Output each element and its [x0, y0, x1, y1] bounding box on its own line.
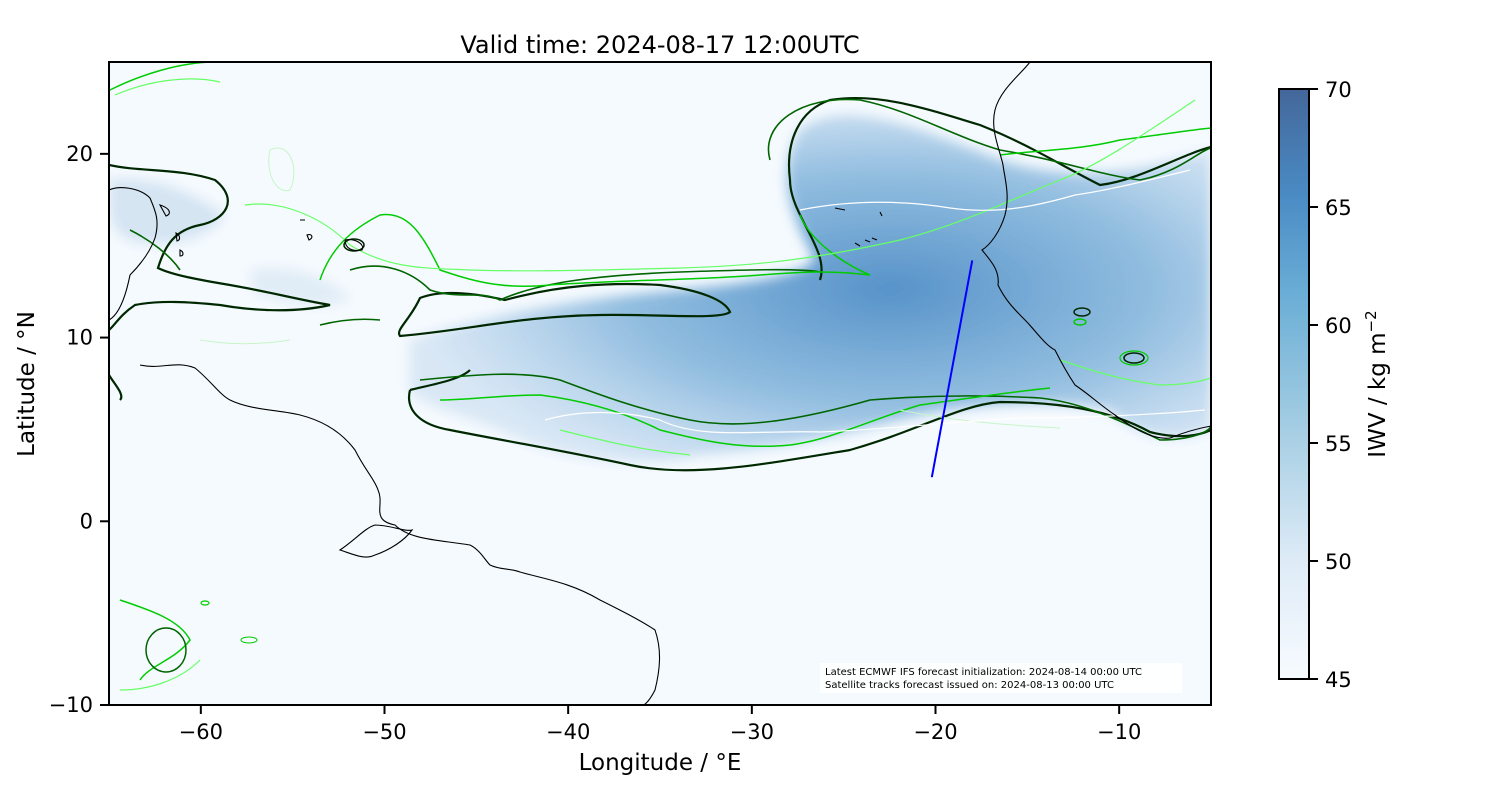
- contour-dark-green-2: [129, 229, 821, 326]
- contour-pale-green: [199, 147, 1061, 429]
- contour-island-4: [1119, 350, 1149, 366]
- colorbar-tick-label: 55: [1325, 432, 1352, 456]
- coastlines: [109, 62, 1211, 705]
- x-tick-label: −10: [1097, 720, 1141, 744]
- x-tick-label: −20: [913, 720, 957, 744]
- contour-island-3: [1123, 352, 1145, 364]
- annotation-box: [820, 663, 1182, 693]
- colorbar-ticks: 45 50 55 60 65 70: [1309, 78, 1352, 692]
- contour-dark-carib: [109, 163, 331, 401]
- colorbar-tick-label: 70: [1325, 78, 1352, 102]
- iwv-plume-west: [109, 179, 225, 244]
- colorbar-label-exponent: −2: [1362, 310, 1380, 332]
- colorbar-gradient: [1278, 88, 1310, 680]
- colorbar: 45 50 55 60 65 70 IWV / kg m−2: [1278, 78, 1391, 692]
- colorbar-tick-label: 65: [1325, 196, 1352, 220]
- x-tick-label: −40: [546, 720, 590, 744]
- colorbar-tick-label: 50: [1325, 550, 1352, 574]
- map-axes: Latest ECMWF IFS forecast initialization…: [109, 62, 1211, 705]
- map-frame: [108, 61, 1212, 706]
- contour-island-2: [1073, 318, 1087, 326]
- annotation-line-1: Latest ECMWF IFS forecast initialization…: [825, 667, 1142, 678]
- coastline-amazon-delta: [338, 524, 414, 558]
- colorbar-tick-label: 60: [1325, 314, 1352, 338]
- y-tick-label: 0: [80, 509, 93, 533]
- coastline-islands: [158, 204, 883, 257]
- contour-island-1: [1073, 307, 1091, 317]
- colorbar-tick-label: 45: [1325, 668, 1352, 692]
- coastline-west-africa: [981, 62, 1211, 439]
- y-axis-ticks: −10 0 10 20: [49, 142, 109, 717]
- y-tick-label: 10: [66, 326, 93, 350]
- colorbar-label: IWV / kg m−2: [1362, 310, 1391, 457]
- annotation-line-2: Satellite tracks forecast issued on: 202…: [825, 680, 1114, 691]
- colorbar-label-main: IWV / kg m: [1365, 332, 1391, 457]
- x-tick-label: −30: [730, 720, 774, 744]
- satellite-track-line: [930, 260, 974, 478]
- iwv-plume-main: [408, 115, 1211, 462]
- forecast-annotation: Latest ECMWF IFS forecast initialization…: [820, 663, 1182, 693]
- iwv-plume-caribbean: [250, 268, 350, 305]
- contour-island-5: [343, 238, 365, 252]
- coastline-yucatan-caribbean: [109, 187, 158, 321]
- contour-bright-green: [109, 62, 1211, 681]
- x-axis-ticks: −60 −50 −40 −30 −20 −10: [179, 705, 1141, 744]
- y-axis-label: Latitude / °N: [14, 311, 40, 457]
- iwv-field: [109, 115, 1211, 462]
- x-tick-label: −60: [179, 720, 223, 744]
- y-tick-label: −10: [49, 693, 93, 717]
- x-axis-label: Longitude / °E: [579, 750, 742, 776]
- contour-island-8: [240, 636, 258, 644]
- contour-island-6: [145, 627, 187, 673]
- y-tick-label: 20: [66, 142, 93, 166]
- contour-light-green: [114, 78, 1211, 691]
- contour-island-7: [200, 600, 210, 606]
- coastline-south-america: [139, 364, 661, 705]
- x-tick-label: −50: [362, 720, 406, 744]
- contour-dark-main: [397, 282, 732, 338]
- contour-white-1: [544, 169, 1206, 434]
- map-title: Valid time: 2024-08-17 12:00UTC: [460, 31, 859, 59]
